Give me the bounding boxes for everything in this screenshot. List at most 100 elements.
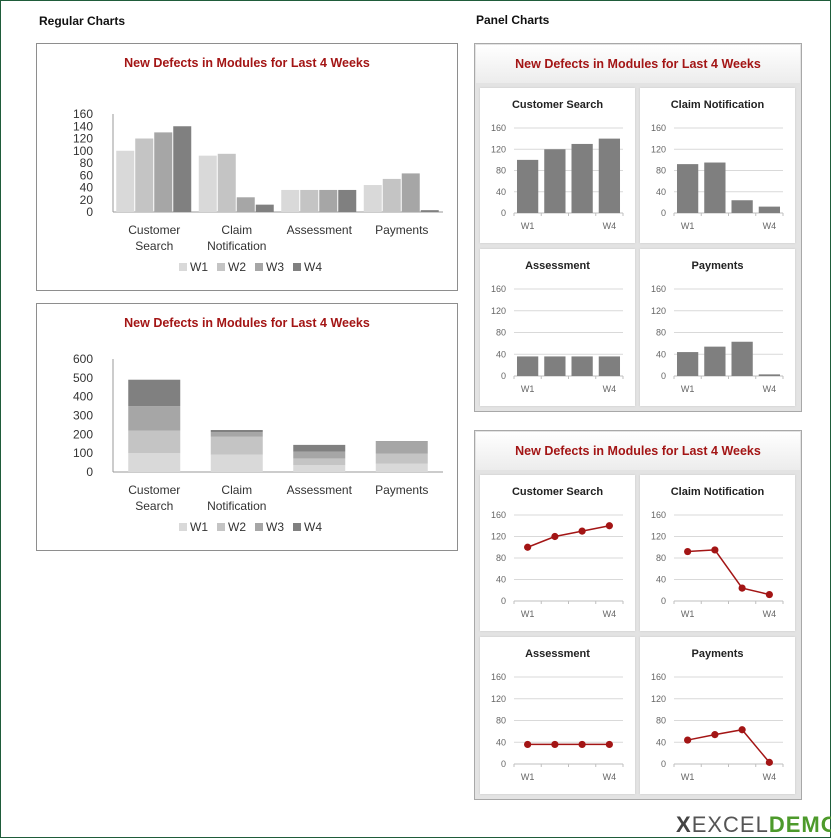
stacked-chart-box: New Defects in Modules for Last 4 Weeks … [36,303,458,551]
tile-title: Claim Notification [670,486,765,498]
bar-w1 [375,463,428,472]
bar-w1 [210,454,263,472]
category-label: Search [135,499,173,513]
y-tick-label: 40 [496,737,506,747]
bar-w2 [293,458,346,466]
bar-w2 [128,430,181,454]
category-label: Notification [207,239,266,253]
point-w3 [738,726,746,734]
series-line [687,549,770,596]
bar-w3 [401,173,420,212]
y-tick-label: 160 [651,510,666,520]
x-tick-label: W4 [763,221,777,231]
panel-lines-title: New Defects in Modules for Last 4 Weeks [515,444,761,458]
x-tick-label: W4 [603,772,617,782]
panel-chart-line: 0 40 80 120 160 W1 W4 [651,672,784,782]
category-label: Notification [207,499,266,513]
panel-bar-tile-assessment: Assessment 0 40 80 120 160 W1 W4 [480,249,635,406]
bar-w3 [731,200,753,213]
y-tick-label: 0 [661,208,666,218]
point-w3 [578,527,586,535]
legend-swatch-w2 [217,523,225,531]
bar-w4 [598,356,621,376]
bar-w4 [420,210,439,212]
bar-w3 [293,451,346,459]
y-tick-label: 80 [656,166,666,176]
bar-w3 [236,197,255,212]
clustered-chart-box: New Defects in Modules for Last 4 Weeks … [36,43,458,291]
legend-label-w1: W1 [190,260,208,274]
y-tick-label: 160 [651,284,666,294]
series-line [527,525,610,548]
y-tick-label: 120 [651,144,666,154]
legend-label-w4: W4 [304,520,322,534]
y-tick-label: 200 [73,427,93,441]
bar-w4 [758,374,781,376]
bar-w3 [154,132,173,212]
bar-w4 [210,430,263,433]
panel-bars-header: New Defects in Modules for Last 4 Weeks [476,45,800,83]
y-tick-label: 160 [73,107,93,121]
y-tick-label: 160 [491,123,506,133]
bar-w3 [210,432,263,437]
y-tick-label: 120 [651,532,666,542]
x-tick-label: W4 [763,384,777,394]
y-tick-label: 600 [73,352,93,366]
panel-chart-bar: 0 40 80 120 160 W1 W4 [651,284,784,394]
bar-w4 [338,189,357,212]
panel-line-tile-claim-notification: Claim Notification 0 40 80 120 160 W1 W4 [640,475,795,631]
y-tick-label: 60 [80,168,94,182]
legend-label-w4: W4 [304,260,322,274]
y-tick-label: 80 [496,716,506,726]
y-tick-label: 80 [496,328,506,338]
panel-bars-title: New Defects in Modules for Last 4 Weeks [515,57,761,71]
panel-chart-bar: 0 40 80 120 160 W1 W4 [651,123,784,231]
y-tick-label: 0 [86,465,93,479]
tile-title: Assessment [525,648,590,660]
y-tick-label: 0 [661,596,666,606]
panel-bars-group: New Defects in Modules for Last 4 Weeks … [474,43,802,412]
y-tick-label: 80 [496,166,506,176]
y-tick-label: 0 [661,371,666,381]
panel-lines-header: New Defects in Modules for Last 4 Weeks [476,432,800,470]
bar-w4 [255,204,274,212]
bar-w2 [704,162,726,213]
y-tick-label: 500 [73,371,93,385]
category-label: Claim [221,223,252,237]
point-w4 [605,522,613,530]
y-tick-label: 20 [80,193,94,207]
point-w2 [551,740,559,749]
x-tick-label: W1 [681,772,695,782]
y-tick-label: 0 [501,596,506,606]
panel-line-tile-customer-search: Customer Search 0 40 80 120 160 W1 W4 [480,475,635,631]
bar-w2 [217,153,236,212]
point-w1 [684,736,692,744]
bar-w3 [375,441,428,454]
category-label: Customer [128,223,180,237]
y-tick-label: 80 [80,156,94,170]
y-tick-label: 0 [501,208,506,218]
bar-w1 [128,453,181,472]
y-tick-label: 120 [491,532,506,542]
legend-swatch-w4 [293,523,301,531]
y-tick-label: 0 [501,759,506,769]
point-w3 [738,584,746,592]
y-tick-label: 40 [656,349,666,359]
category-label: Customer [128,483,180,497]
panel-bar-tile-claim-notification: Claim Notification 0 40 80 120 160 W1 W4 [640,88,795,243]
y-tick-label: 140 [73,119,93,133]
legend-label-w1: W1 [190,520,208,534]
category-label: Assessment [287,223,353,237]
y-tick-label: 100 [73,144,93,158]
bar-w1 [293,465,346,472]
y-tick-label: 40 [496,349,506,359]
legend-swatch-w4 [293,263,301,271]
x-tick-label: W1 [521,221,535,231]
y-tick-label: 40 [496,575,506,585]
legend-swatch-w3 [255,263,263,271]
regular-charts-heading: Regular Charts [39,14,126,28]
panel-chart-bar: 0 40 80 120 160 W1 W4 [491,284,624,394]
y-tick-label: 80 [656,553,666,563]
bar-w2 [544,149,566,213]
panel-bar-tile-customer-search: Customer Search 0 40 80 120 160 W1 W4 [480,88,635,243]
